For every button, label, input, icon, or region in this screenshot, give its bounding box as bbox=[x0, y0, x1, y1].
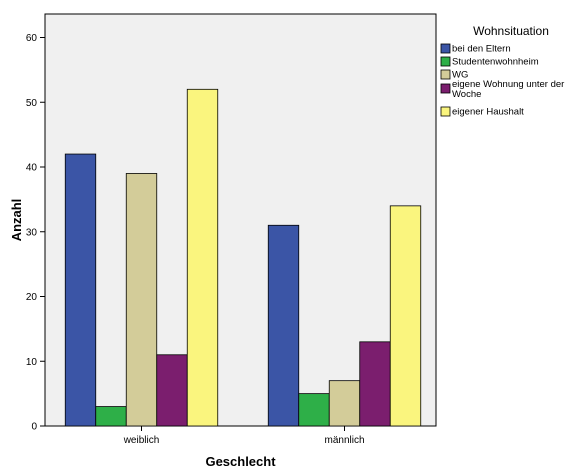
y-tick-label: 20 bbox=[26, 292, 38, 303]
legend-label: eigener Haushalt bbox=[452, 107, 524, 118]
y-tick-label: 10 bbox=[26, 357, 38, 368]
y-tick-label: 60 bbox=[26, 33, 38, 44]
bars-group bbox=[64, 88, 422, 427]
bar bbox=[328, 380, 361, 427]
y-axis-title: Anzahl bbox=[9, 199, 24, 242]
bar bbox=[389, 205, 422, 427]
bar bbox=[359, 341, 391, 427]
bar bbox=[267, 224, 300, 427]
legend-swatch bbox=[440, 43, 451, 54]
y-axis: 0 10 20 30 40 50 60 bbox=[26, 33, 45, 433]
legend-swatch bbox=[440, 69, 451, 80]
bar bbox=[125, 173, 158, 427]
bar bbox=[156, 354, 188, 427]
legend-title: Wohnsituation bbox=[473, 24, 549, 38]
bar bbox=[64, 153, 97, 427]
y-tick-label: 0 bbox=[31, 422, 37, 433]
legend-label: WG bbox=[452, 70, 468, 81]
legend-swatch bbox=[440, 83, 451, 94]
legend-swatch bbox=[440, 56, 451, 67]
legend: Wohnsituation bei den Eltern Studentenwoh… bbox=[440, 24, 564, 118]
x-tick-label: männlich bbox=[324, 435, 364, 446]
bar bbox=[186, 88, 219, 427]
bar bbox=[298, 393, 330, 427]
legend-label: bei den Eltern bbox=[452, 44, 511, 55]
y-tick-label: 30 bbox=[26, 227, 38, 238]
x-axis-title: Geschlecht bbox=[205, 454, 276, 469]
legend-label: eigene Wohnung unter der Woche bbox=[452, 79, 564, 100]
legend-swatch bbox=[440, 106, 451, 117]
y-tick-label: 40 bbox=[26, 163, 38, 174]
legend-label: Studentenwohnheim bbox=[452, 57, 539, 68]
x-axis: weiblich männlich bbox=[123, 426, 365, 446]
x-tick-label: weiblich bbox=[123, 435, 160, 446]
bar bbox=[95, 406, 127, 427]
y-tick-label: 50 bbox=[26, 98, 38, 109]
